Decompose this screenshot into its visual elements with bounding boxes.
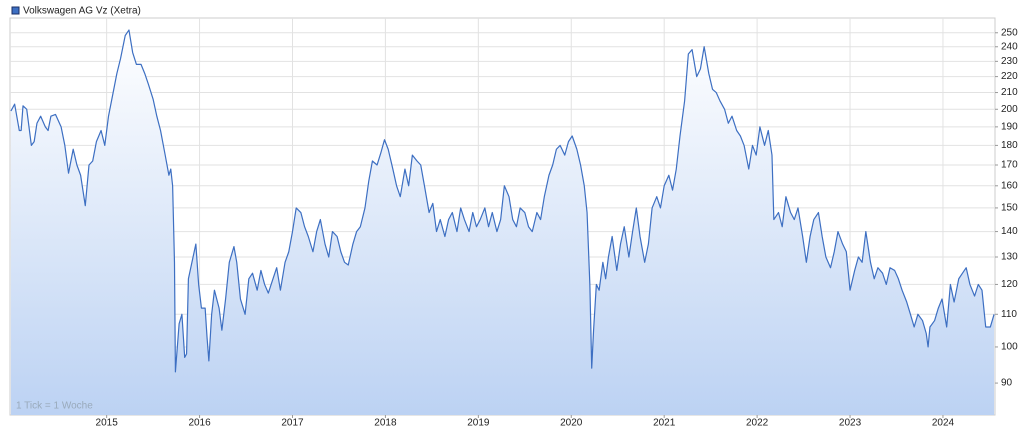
y-tick-label: 140 [1001,226,1018,237]
x-tick-label: 2019 [467,418,490,429]
y-tick-label: 150 [1001,203,1018,214]
x-tick-label: 2021 [653,418,676,429]
annotation: 1 Tick = 1 Woche [16,401,93,412]
y-tick-label: 130 [1001,252,1018,263]
y-tick-label: 250 [1001,27,1018,38]
y-tick-label: 160 [1001,180,1018,191]
x-tick-label: 2018 [374,418,397,429]
legend-label: Volkswagen AG Vz (Xetra) [23,6,141,17]
line [10,29,995,373]
y-tick-label: 100 [1001,342,1018,353]
x-tick-label: 2023 [839,418,862,429]
area [10,30,995,416]
y-tick-label: 230 [1001,56,1018,67]
legend-swatch [11,6,20,15]
y-tick-label: 180 [1001,140,1018,151]
plot [10,29,995,416]
x-tick-label: 2022 [746,418,769,429]
y-tick-label: 240 [1001,41,1018,52]
x-tick-label: 2020 [560,418,583,429]
x-tick-label: 2016 [188,418,211,429]
y-tick-label: 120 [1001,279,1018,290]
y-tick-label: 90 [1001,378,1013,389]
y-tick-label: 170 [1001,160,1018,171]
y-tick-label: 210 [1001,87,1018,98]
x-tick-label: 2015 [96,418,119,429]
y-tick-label: 110 [1001,309,1017,320]
x-tick-label: 2017 [281,418,304,429]
y-tick-label: 190 [1001,122,1018,133]
y-tick-label: 220 [1001,71,1018,82]
x-tick-label: 2024 [932,418,955,429]
y-tick-label: 200 [1001,104,1018,115]
